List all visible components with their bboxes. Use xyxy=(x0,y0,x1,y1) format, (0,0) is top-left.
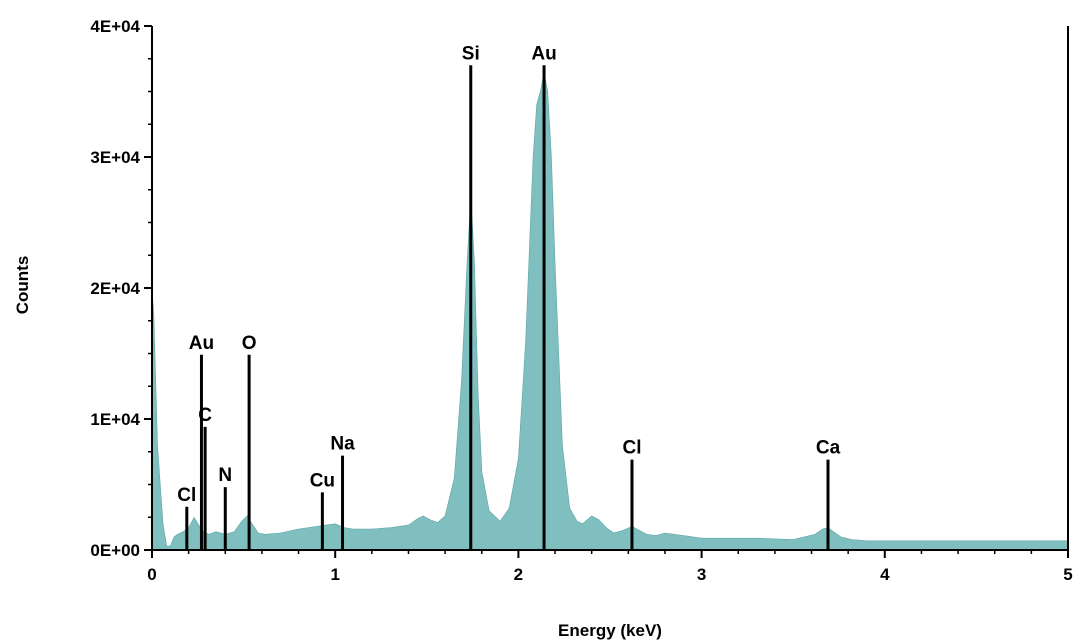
element-label-ca-10: Ca xyxy=(816,438,841,459)
y-tick-label-4: 4E+04 xyxy=(90,17,140,36)
axes: 0E+00 1E+04 2E+04 3E+04 4E+04 0 1 2 3 4 5 xyxy=(90,17,1072,584)
x-tick-label-4: 4 xyxy=(880,565,890,584)
element-label-cl-0: Cl xyxy=(177,485,196,506)
element-lines: Cl Au C N O Cu Na Si Au Cl Ca xyxy=(177,43,841,550)
y-axis-label: Counts xyxy=(13,256,32,315)
x-tick-label-5: 5 xyxy=(1063,565,1072,584)
x-tick-label-0: 0 xyxy=(147,565,156,584)
spectrum-area xyxy=(151,71,1069,551)
y-tick-label-2: 2E+04 xyxy=(90,279,140,298)
element-label-au-8: Au xyxy=(531,43,556,64)
element-label-o-4: O xyxy=(242,333,257,354)
y-tick-label-0: 0E+00 xyxy=(90,541,140,560)
element-label-cu-5: Cu xyxy=(310,470,335,491)
element-label-si-7: Si xyxy=(462,43,480,64)
plot-area xyxy=(151,71,1069,551)
y-tick-label-1: 1E+04 xyxy=(90,410,140,429)
x-tick-label-3: 3 xyxy=(697,565,706,584)
element-label-na-6: Na xyxy=(330,434,355,455)
x-tick-label-2: 2 xyxy=(514,565,523,584)
x-axis-label: Energy (keV) xyxy=(558,621,662,640)
element-label-cl-9: Cl xyxy=(622,438,641,459)
element-label-au-1: Au xyxy=(189,333,214,354)
x-tick-label-1: 1 xyxy=(330,565,339,584)
element-label-n-3: N xyxy=(218,465,232,486)
y-tick-label-3: 3E+04 xyxy=(90,148,140,167)
element-label-c-2: C xyxy=(198,405,212,426)
